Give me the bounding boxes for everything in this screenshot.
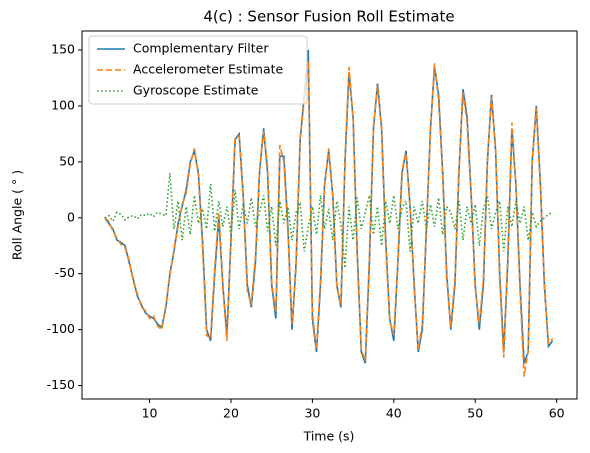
legend-label: Complementary Filter xyxy=(133,41,269,56)
legend-label: Gyroscope Estimate xyxy=(133,83,259,98)
x-tick-label: 60 xyxy=(549,406,565,421)
x-tick-label: 30 xyxy=(304,406,320,421)
y-tick-label: 100 xyxy=(51,97,75,112)
x-tick-label: 50 xyxy=(467,406,483,421)
x-axis-label: Time (s) xyxy=(303,429,355,444)
legend-label: Accelerometer Estimate xyxy=(133,62,284,77)
x-tick-label: 10 xyxy=(142,406,158,421)
series-line xyxy=(104,61,554,377)
y-axis-label: Roll Angle ( ° ) xyxy=(10,170,25,260)
x-tick-label: 40 xyxy=(386,406,402,421)
legend-box xyxy=(88,35,308,105)
x-tick-label: 20 xyxy=(223,406,239,421)
y-tick-label: 150 xyxy=(51,42,75,57)
chart-title: 4(c) : Sensor Fusion Roll Estimate xyxy=(203,8,454,26)
y-tick-label: 0 xyxy=(67,209,75,224)
y-tick-label: -50 xyxy=(55,265,75,280)
plot-frame xyxy=(81,30,578,400)
series-line xyxy=(104,173,553,269)
y-tick-label: 50 xyxy=(59,153,75,168)
y-tick-label: -100 xyxy=(47,321,75,336)
y-tick-label: -150 xyxy=(47,377,75,392)
